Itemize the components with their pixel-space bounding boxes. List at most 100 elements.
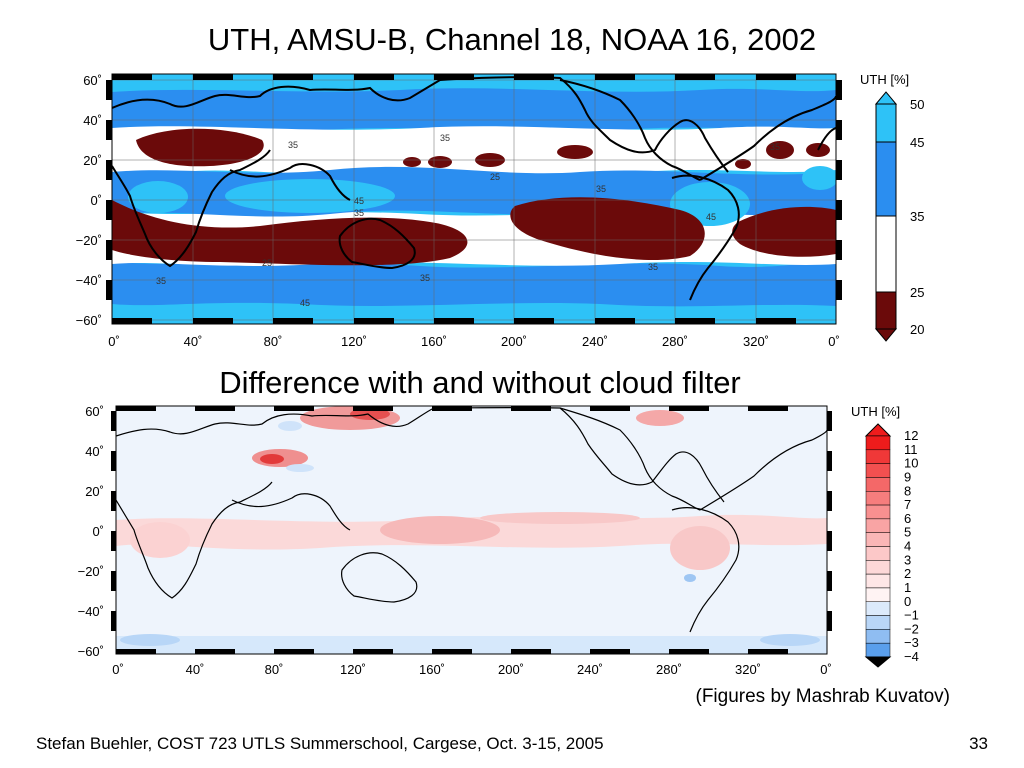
top-cb-label-25: 25 (910, 285, 924, 300)
bottom-lon-120: 120˚ (340, 662, 366, 677)
bottom-colorbar-bin (865, 560, 891, 575)
uth-dry-south-indian (112, 200, 468, 266)
bottom-colorbar-label: 9 (904, 469, 911, 484)
uth-dry-south-pacific (510, 197, 705, 261)
coast-africa (112, 149, 271, 268)
uth-dry-patch-4 (428, 156, 452, 168)
bottom-colorbar-label: −4 (904, 649, 919, 664)
uth-dry-patch-1 (557, 145, 593, 159)
contour-label-12: 45 (300, 298, 310, 308)
bottom-colorbar-bin (865, 491, 891, 506)
top-lat-0: 0˚ (90, 193, 102, 208)
coast-north-america-east (699, 95, 836, 181)
coast-north-america-west (559, 79, 701, 181)
bottom-lon-240: 240˚ (577, 662, 603, 677)
top-colorbar-arrow-up (874, 91, 898, 105)
bottom-colorbar-bin (865, 463, 891, 478)
bottom-colorbar-bin (865, 532, 891, 547)
bottom-colorbar-label: 2 (904, 566, 911, 581)
top-cb-label-50: 50 (910, 97, 924, 112)
bottom-colorbar-label: 12 (904, 428, 918, 443)
bottom-lat-20: 20˚ (85, 484, 104, 499)
uth-high-patch-africa (128, 181, 188, 213)
uth-map: 35 35 45 35 25 35 25 35 35 35 45 45 35 (76, 72, 925, 349)
top-lon-0: 0˚ (108, 334, 120, 349)
bottom-colorbar-label: 0 (904, 594, 911, 609)
bottom-colorbar-bin (865, 435, 891, 451)
contour-label-10: 35 (648, 262, 658, 272)
diff-pos-central-asia-core (260, 454, 284, 464)
bottom-colorbar-label: 10 (904, 456, 918, 471)
bottom-colorbar-bin (865, 504, 891, 520)
bottom-colorbar-label: 5 (904, 525, 911, 540)
uth-mid-band-south (112, 262, 836, 307)
top-lon-280: 280˚ (662, 334, 688, 349)
diff-pos-north-america (636, 410, 684, 426)
uth-dry-patch-3 (403, 157, 421, 167)
coast-bottom-na-west (559, 407, 701, 511)
bottom-lon-160: 160˚ (419, 662, 445, 677)
contour-label-1: 35 (288, 140, 298, 150)
top-lon-120: 120˚ (341, 334, 367, 349)
bottom-map-border (111, 406, 832, 654)
uth-dry-patch-5 (766, 141, 794, 159)
top-lon-240: 240˚ (582, 334, 608, 349)
diff-pos-itcz (480, 512, 640, 524)
top-lon-labels: 0˚ 40˚ 80˚ 120˚ 160˚ 200˚ 240˚ 280˚ 320˚… (108, 334, 840, 349)
top-map-border (106, 74, 842, 324)
bottom-lon-0: 0˚ (112, 662, 124, 677)
uth-dry-south-atlantic (732, 206, 836, 257)
bottom-lon-360: 0˚ (820, 662, 832, 677)
diff-neg-patch-2 (760, 634, 820, 646)
diff-neg-patch-1 (120, 634, 180, 646)
bottom-map-title: Difference with and without cloud filter (219, 365, 741, 400)
bottom-lat-m20: −20˚ (78, 564, 104, 579)
bottom-colorbar-label: −3 (904, 635, 919, 650)
diff-neg-patch-3 (684, 574, 696, 582)
top-map-title: UTH, AMSU-B, Channel 18, NOAA 16, 2002 (207, 22, 817, 57)
bottom-colorbar-bin (865, 518, 891, 533)
bottom-lat-0: 0˚ (92, 524, 104, 539)
coast-europe-edge (817, 127, 836, 151)
contour-label-9: 35 (420, 273, 430, 283)
bottom-colorbar-bin (865, 601, 891, 616)
bottom-colorbar-label: 8 (904, 483, 911, 498)
contour-label-4: 35 (354, 208, 364, 218)
contour-label-5: 25 (490, 172, 500, 182)
uth-mid-band-north (112, 88, 836, 132)
difference-map: 60˚ 40˚ 20˚ 0˚ −20˚ −40˚ −60˚ 0˚ 40˚ 80˚… (78, 404, 919, 677)
diff-neg-north (278, 421, 302, 431)
top-colorbar-20-25 (875, 291, 897, 330)
bottom-colorbar-bin (865, 477, 891, 492)
coast-bottom-australia (341, 552, 418, 603)
bottom-lon-320: 320˚ (735, 662, 761, 677)
bottom-colorbar-label: 4 (904, 539, 911, 554)
bottom-lon-200: 200˚ (498, 662, 524, 677)
diff-neg-central-asia (286, 464, 314, 472)
uth-high-patch-indian-ocean (225, 179, 395, 213)
bottom-lat-m40: −40˚ (78, 604, 104, 619)
contour-label-13: 35 (770, 142, 780, 152)
coast-australia (338, 217, 416, 270)
top-colorbar: UTH [%] 50 45 35 25 20 (860, 72, 924, 342)
figure-credit: (Figures by Mashrab Kuvatov) (695, 686, 951, 707)
contour-label-2: 35 (440, 133, 450, 143)
top-cb-label-35: 35 (910, 209, 924, 224)
bottom-colorbar-label: 3 (904, 552, 911, 567)
diff-pos-africa (130, 522, 190, 558)
top-contour-labels: 35 35 45 35 25 35 25 35 35 35 45 45 35 (156, 133, 780, 308)
bottom-lat-40: 40˚ (85, 444, 104, 459)
bottom-lon-280: 280˚ (656, 662, 682, 677)
bottom-lat-labels: 60˚ 40˚ 20˚ 0˚ −20˚ −40˚ −60˚ (78, 404, 104, 659)
top-lon-160: 160˚ (421, 334, 447, 349)
bottom-colorbar-label: 11 (904, 442, 918, 457)
bottom-colorbar-label: 7 (904, 497, 911, 512)
top-colorbar-arrow-down (874, 328, 898, 342)
top-lat-m60: −60˚ (76, 313, 102, 328)
contour-label-7: 25 (262, 258, 272, 268)
bottom-lon-40: 40˚ (186, 662, 205, 677)
top-colorbar-35-45 (875, 141, 897, 217)
slide-footer: Stefan Buehler, COST 723 UTLS Summerscho… (36, 734, 604, 753)
top-lat-labels: 60˚ 40˚ 20˚ 0˚ −20˚ −40˚ −60˚ (76, 73, 102, 328)
